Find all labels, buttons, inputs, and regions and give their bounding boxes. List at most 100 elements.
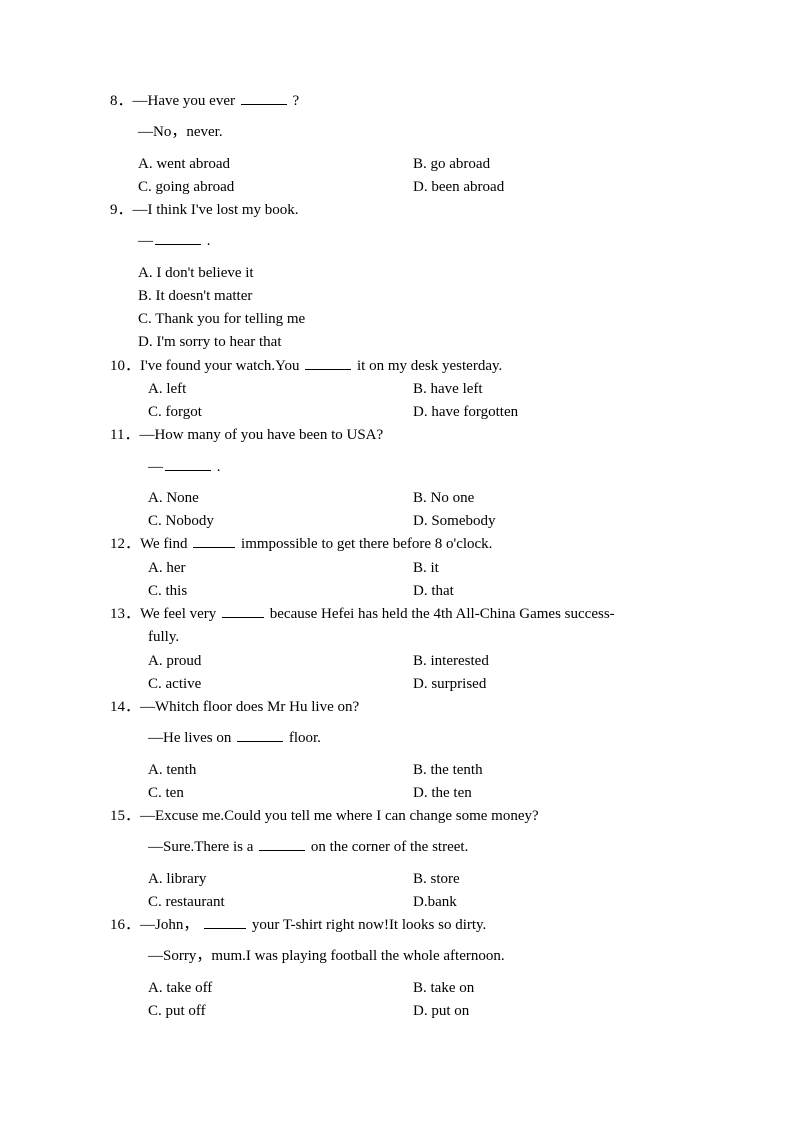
question-number: 11． (110, 427, 139, 443)
option-row: C. forgot D. have forgotten (148, 401, 705, 424)
option-b: B. the tenth (413, 759, 483, 782)
option-c: C. ten (148, 782, 413, 805)
blank (165, 456, 211, 471)
question-text: 15．—Excuse me.Could you tell me where I … (110, 805, 705, 828)
followup-post: on the corner of the street. (307, 839, 468, 855)
followup-pre: —He lives on (148, 730, 235, 746)
prompt-pre: —Have you ever (133, 93, 239, 109)
option-row: A. her B. it (148, 557, 705, 580)
followup-pre: — (148, 459, 163, 475)
question-text: 11．—How many of you have been to USA? (110, 424, 705, 447)
question-text: 13．We feel very because Hefei has held t… (110, 603, 705, 626)
option-b: B. It doesn't matter (138, 285, 705, 308)
option-d: D. Somebody (413, 510, 496, 533)
prompt-post: because Hefei has held the 4th All-China… (266, 606, 615, 622)
option-b: B. interested (413, 650, 489, 673)
option-b: B. store (413, 868, 460, 891)
prompt-post: immpossible to get there before 8 o'cloc… (237, 536, 492, 552)
followup-pre: —Sure.There is a (148, 839, 257, 855)
option-row: C. restaurant D.bank (148, 891, 705, 914)
followup-text: —He lives on floor. (148, 727, 705, 750)
prompt-pre: I've found your watch.You (140, 358, 303, 374)
option-row: A. left B. have left (148, 378, 705, 401)
question-text: 14．—Whitch floor does Mr Hu live on? (110, 696, 705, 719)
prompt-pre: We feel very (140, 606, 220, 622)
question-number: 14． (110, 699, 140, 715)
option-b: B. go abroad (413, 153, 490, 176)
question-number: 15． (110, 808, 140, 824)
blank (204, 915, 246, 930)
option-c: C. restaurant (148, 891, 413, 914)
question-text: 8．—Have you ever ? (110, 90, 705, 113)
blank (305, 355, 351, 370)
option-row: C. this D. that (148, 580, 705, 603)
prompt-pre: —John， (140, 917, 202, 933)
option-d: D.bank (413, 891, 457, 914)
option-row: C. Nobody D. Somebody (148, 510, 705, 533)
followup-text: —Sure.There is a on the corner of the st… (148, 836, 705, 859)
option-a: A. left (148, 378, 413, 401)
option-b: B. it (413, 557, 439, 580)
followup-text: —Sorry，mum.I was playing football the wh… (148, 945, 705, 968)
option-d: D. that (413, 580, 454, 603)
option-c: C. Thank you for telling me (138, 308, 705, 331)
option-d: D. I'm sorry to hear that (138, 331, 705, 354)
followup-text: —No，never. (138, 121, 705, 144)
followup-post: floor. (285, 730, 321, 746)
option-row: A. tenth B. the tenth (148, 759, 705, 782)
option-c: C. Nobody (148, 510, 413, 533)
option-a: A. her (148, 557, 413, 580)
option-c: C. put off (148, 1000, 413, 1023)
question-number: 8． (110, 93, 133, 109)
followup-text: — . (138, 230, 705, 253)
option-row: A. None B. No one (148, 487, 705, 510)
option-b: B. take on (413, 977, 474, 1000)
option-row: A. library B. store (148, 868, 705, 891)
option-row: A. went abroad B. go abroad (138, 153, 705, 176)
prompt: —I think I've lost my book. (133, 202, 299, 218)
option-a: A. None (148, 487, 413, 510)
option-row: C. going abroad D. been abroad (138, 176, 705, 199)
question-text: 9．—I think I've lost my book. (110, 199, 705, 222)
followup-pre: — (138, 233, 153, 249)
prompt: —How many of you have been to USA? (139, 427, 383, 443)
question-number: 10． (110, 358, 140, 374)
option-row: C. active D. surprised (148, 673, 705, 696)
option-a: A. went abroad (138, 153, 413, 176)
blank (237, 728, 283, 743)
blank (259, 837, 305, 852)
blank (241, 91, 287, 106)
option-d: D. have forgotten (413, 401, 518, 424)
option-b: B. have left (413, 378, 483, 401)
option-d: D. surprised (413, 673, 486, 696)
blank (155, 231, 201, 246)
prompt-cont: fully. (148, 626, 705, 649)
blank (222, 604, 264, 619)
blank (193, 534, 235, 549)
prompt: —Whitch floor does Mr Hu live on? (140, 699, 359, 715)
option-b: B. No one (413, 487, 474, 510)
option-d: D. put on (413, 1000, 469, 1023)
option-c: C. forgot (148, 401, 413, 424)
prompt-post: your T-shirt right now!It looks so dirty… (248, 917, 486, 933)
question-text: 10．I've found your watch.You it on my de… (110, 355, 705, 378)
question-number: 12． (110, 536, 140, 552)
followup-text: — . (148, 456, 705, 479)
option-row: A. proud B. interested (148, 650, 705, 673)
question-text: 12．We find immpossible to get there befo… (110, 533, 705, 556)
option-a: A. tenth (148, 759, 413, 782)
option-a: A. I don't believe it (138, 262, 705, 285)
option-a: A. take off (148, 977, 413, 1000)
question-number: 13． (110, 606, 140, 622)
option-a: A. proud (148, 650, 413, 673)
option-c: C. active (148, 673, 413, 696)
prompt: —Excuse me.Could you tell me where I can… (140, 808, 539, 824)
option-a: A. library (148, 868, 413, 891)
question-text: 16．—John， your T-shirt right now!It look… (110, 914, 705, 937)
followup-post: . (203, 233, 211, 249)
prompt-pre: We find (140, 536, 191, 552)
question-number: 16． (110, 917, 140, 933)
option-d: D. the ten (413, 782, 472, 805)
question-number: 9． (110, 202, 133, 218)
prompt-post: it on my desk yesterday. (353, 358, 502, 374)
